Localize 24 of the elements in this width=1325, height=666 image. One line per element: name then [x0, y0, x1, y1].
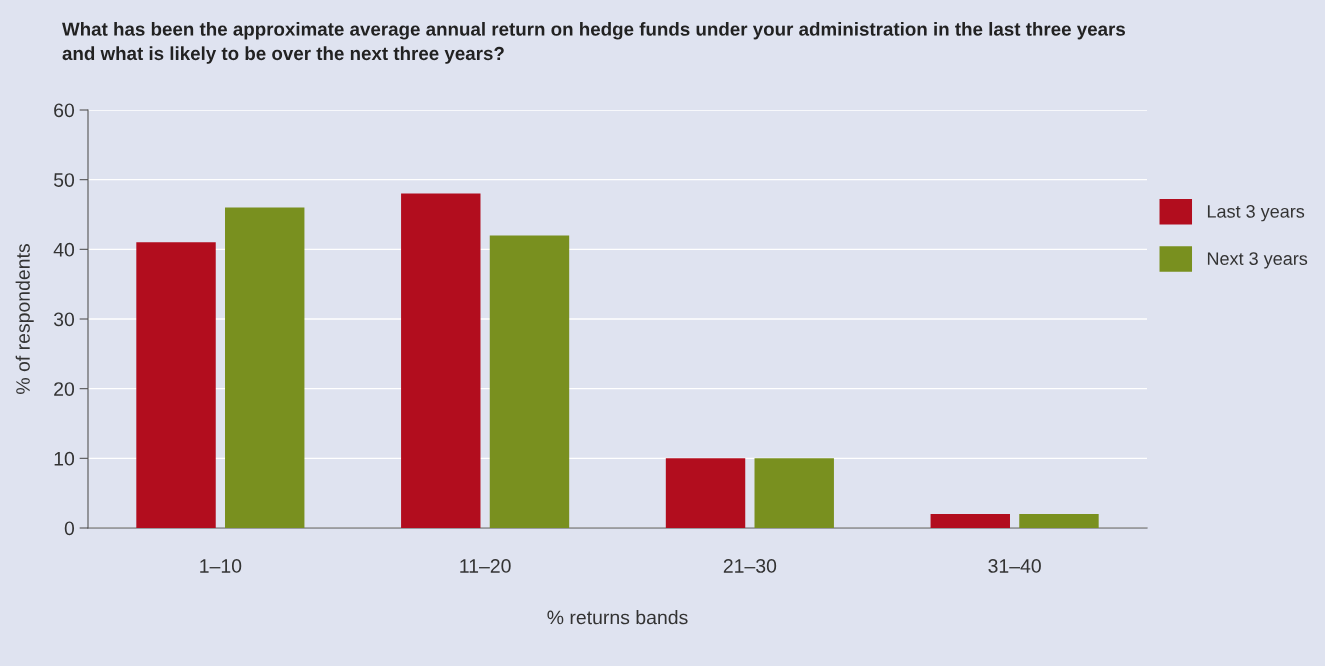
bar — [489, 235, 570, 528]
x-tick-label: 31–40 — [988, 559, 1041, 573]
bar — [1019, 514, 1099, 528]
chart-title: What has been the approximate average annual return on hedge funds under your administration in the last three years and what is likely to be over the next three years? — [62, 22, 1125, 64]
legend-label: Next 3 years — [1207, 252, 1308, 269]
y-tick-label: 20 — [54, 382, 75, 396]
y-tick-label: 10 — [54, 451, 75, 466]
y-tick-label: 50 — [53, 173, 75, 187]
bar — [225, 207, 305, 528]
bar — [930, 514, 1010, 528]
y-tick-label: 30 — [53, 312, 75, 327]
x-tick-label: 21–30 — [723, 559, 777, 573]
y-tick-label: 0 — [64, 521, 75, 536]
bar — [665, 458, 746, 528]
y-tick-label: 40 — [53, 242, 75, 257]
bar — [136, 242, 216, 528]
y-tick-label: 60 — [54, 103, 75, 118]
y-axis-title: % of respondents — [15, 244, 34, 394]
bar — [401, 193, 481, 528]
x-tick-label: 1–10 — [200, 559, 242, 573]
x-tick-label: 11–20 — [460, 559, 511, 573]
x-axis-title: % returns bands — [547, 610, 688, 625]
bar — [754, 458, 834, 528]
legend-label: Last 3 years — [1207, 205, 1305, 222]
